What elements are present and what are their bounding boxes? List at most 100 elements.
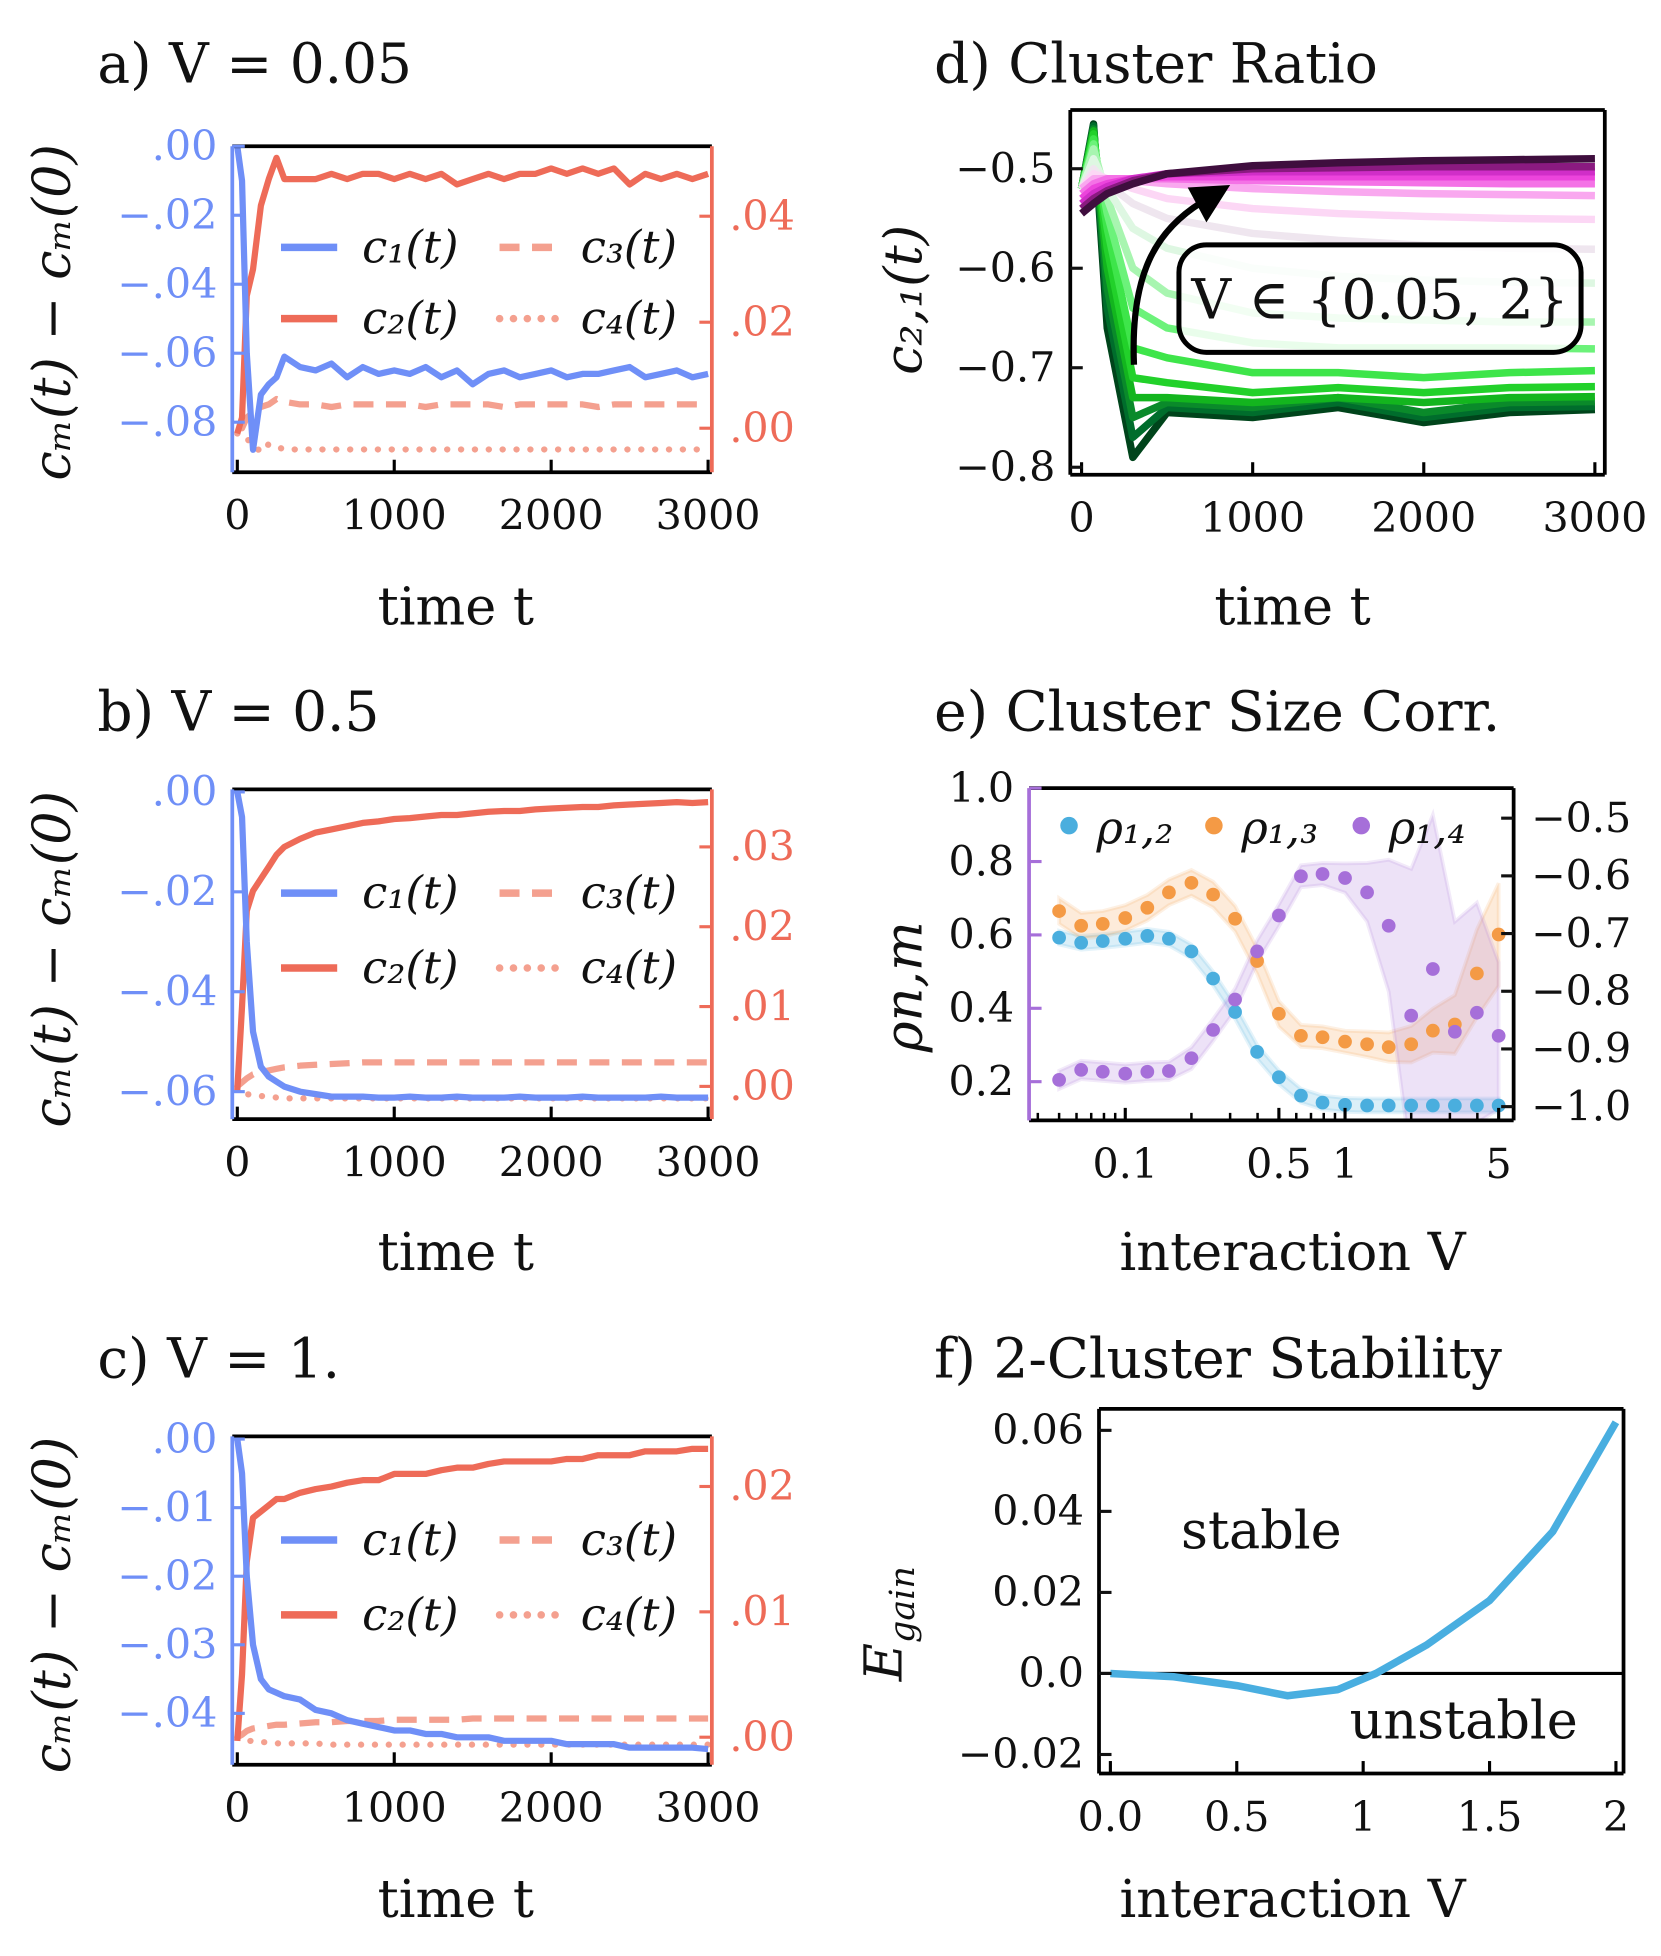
panel-c-left-y-tick-label: −.02 (117, 1552, 217, 1600)
panel-e-data-point (1074, 1063, 1089, 1077)
panel-e-data-point (1206, 971, 1220, 986)
panel-e-legend-marker (1352, 816, 1371, 835)
panel-e-right-y-tick-label: −0.8 (1531, 967, 1631, 1015)
unstable-region-label: unstable (1350, 1691, 1578, 1752)
panel-a-title: a) V = 0.05 (97, 32, 412, 96)
panel-b-left-y-tick-label: −.06 (117, 1067, 217, 1115)
panel-c-series-line (235, 1715, 709, 1740)
panel-a-ylabel: cₘ(t) − cₘ(0) (22, 144, 83, 481)
panel-f-left-y-tick-label: −0.02 (958, 1730, 1084, 1778)
panel-a-x-tick-label: 0 (224, 492, 250, 540)
panel-c-legend-label: c₃(t) (581, 1513, 677, 1566)
panel-d-annotation-text: V ∈ {0.05, 2} (1190, 268, 1568, 332)
panel-e-data-point (1118, 931, 1133, 946)
panel-e-data-point (1272, 1070, 1286, 1085)
panel-f-x-tick-label: 0.5 (1204, 1793, 1270, 1841)
panel-e-xlabel: interaction V (1120, 1222, 1467, 1283)
panel-b-right-y-tick-label: .00 (729, 1062, 795, 1110)
panel-e-data-point (1294, 1028, 1308, 1043)
panel-e-data-point (1447, 1024, 1462, 1039)
annotation-layer: V ∈ {0.05, 2} (1130, 184, 1584, 365)
panel-e-data-point (1360, 1098, 1374, 1113)
panel-e-data-point (1074, 918, 1089, 933)
panel-e-data-point (1294, 869, 1308, 884)
panel-b-left-y-tick-label: −.04 (117, 967, 217, 1015)
panel-d-ylabel: c₂,₁(t) (874, 225, 935, 375)
panel-e-data-point (1228, 911, 1242, 926)
panel-f-ylabel-sub: gain (883, 1566, 923, 1643)
panel-a-series-line (234, 430, 712, 456)
panel-e-data-point (1140, 1064, 1155, 1079)
panel-c-legend-label: c₄(t) (581, 1588, 677, 1641)
panel-e-data-point (1381, 1098, 1396, 1113)
panel-e-data-point (1184, 875, 1199, 890)
panel-f-x-tick-label: 2 (1603, 1793, 1629, 1841)
panel-a-xlabel: time t (378, 577, 534, 638)
panel-f-x-tick-label: 1 (1350, 1793, 1376, 1841)
panel-e-data-point (1360, 885, 1374, 900)
panel-f-xlabel: interaction V (1120, 1869, 1467, 1930)
panel-e-right-y-tick-label: −0.5 (1531, 794, 1631, 842)
panel-e-data-point (1426, 962, 1440, 976)
panel-a-x-tick-label: 2000 (499, 492, 604, 540)
panel-e-legend-marker (1205, 816, 1223, 835)
panel-d-arrow-head-icon (1187, 184, 1231, 223)
panel-e-data-point (1491, 927, 1506, 942)
panel-f-ylabel-main: E (854, 1643, 915, 1682)
panel-b-right-y-tick-label: .02 (729, 902, 795, 950)
panel-d-arrow-shaft (1130, 199, 1204, 365)
panel-c-x-tick-label: 1000 (342, 1784, 447, 1832)
panel-a-right-y-tick-label: .04 (729, 192, 795, 240)
panel-a-legend-label: c₂(t) (362, 292, 458, 345)
panel-a-right-y-tick-label: .00 (729, 404, 795, 452)
panel-c-left-y-tick-label: .00 (152, 1415, 218, 1463)
panel-e-left-y-tick-label: 0.2 (949, 1057, 1015, 1105)
panel-e-data-point (1272, 1006, 1286, 1021)
panel-a-left-y-tick-label: −.06 (117, 329, 217, 377)
panel-d-xlabel: time t (1214, 577, 1370, 638)
panel-e-data-point (1315, 1030, 1330, 1045)
panel-b-left-y-tick-label: .00 (152, 768, 218, 816)
panel-f-x-tick-label: 1.5 (1457, 1793, 1523, 1841)
panel-e-data-point (1118, 1066, 1133, 1081)
panel-a-legend-label: c₄(t) (581, 292, 677, 345)
panel-a-right-y-tick-label: .02 (729, 298, 795, 346)
panel-a-series-line (234, 145, 709, 453)
panel-d-x-tick-label: 2000 (1371, 494, 1476, 542)
panel-a-x-tick-label: 3000 (656, 492, 761, 540)
panel-e-data-point (1470, 966, 1484, 981)
panel-d-series-line (1079, 154, 1595, 217)
panel-e-data-point (1470, 1005, 1484, 1020)
panel-a-left-y-tick-label: −.08 (117, 398, 217, 446)
panel-e-data-point (1095, 917, 1110, 931)
panel-c-x-tick-label: 0 (224, 1784, 250, 1832)
panel-e-data-point (1228, 992, 1242, 1007)
panel-e-ylabel: ρn,m (874, 921, 935, 1053)
panel-c-ylabel: cₘ(t) − cₘ(0) (22, 1437, 83, 1774)
panel-e-data-point (1162, 885, 1176, 900)
panel-e-data-point (1381, 1040, 1396, 1055)
panel-b-x-tick-label: 2000 (499, 1139, 604, 1187)
panel-e-legend-label: ρ₁,₃ (1240, 801, 1318, 854)
panel-d-x-tick-label: 1000 (1200, 494, 1305, 542)
panel-b-series-line (234, 799, 709, 1091)
panel-e-data-point (1184, 1051, 1199, 1066)
panel-e-legend-label: ρ₁,₂ (1096, 801, 1174, 854)
panel-e-data-point (1338, 871, 1352, 885)
panel-e-data-point (1381, 918, 1396, 933)
stable-region-label: stable (1181, 1501, 1342, 1562)
panel-d-annotation-box (1176, 242, 1584, 355)
panel-a-legend-label: c₁(t) (362, 220, 458, 273)
panel-f-title: f) 2-Cluster Stability (934, 1327, 1502, 1391)
panel-e-data-point (1338, 1034, 1352, 1049)
panel-c-left-y-tick-label: −.04 (117, 1689, 217, 1737)
panel-a-left-y-tick-label: −.04 (117, 260, 217, 308)
panel-e-right-y-tick-label: −1.0 (1531, 1082, 1631, 1130)
panel-c-legend-label: c₁(t) (362, 1513, 458, 1566)
panel-d-left-y-tick-label: −0.7 (955, 343, 1055, 391)
panel-e-legend-label: ρ₁,₄ (1388, 801, 1466, 854)
panel-b-legend-label: c₃(t) (581, 866, 677, 919)
panel-f-x-tick-label: 0.0 (1078, 1793, 1144, 1841)
panel-e-data-point (1095, 934, 1110, 948)
panel-f-left-y-tick-label: 0.04 (992, 1487, 1084, 1535)
